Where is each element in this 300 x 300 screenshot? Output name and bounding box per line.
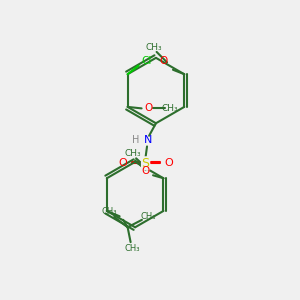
Text: S: S	[142, 157, 149, 170]
Text: H: H	[132, 135, 139, 145]
Text: CH₃: CH₃	[145, 43, 162, 52]
Text: CH₃: CH₃	[125, 149, 141, 158]
Text: CH₃: CH₃	[101, 207, 117, 216]
Text: CH₃: CH₃	[140, 212, 156, 221]
Text: O: O	[164, 158, 173, 168]
Text: O: O	[118, 158, 127, 168]
Text: CH₃: CH₃	[124, 244, 140, 253]
Text: Cl: Cl	[141, 56, 152, 66]
Text: N: N	[144, 135, 152, 145]
Text: O: O	[141, 166, 149, 176]
Text: O: O	[159, 56, 168, 66]
Text: O: O	[144, 103, 153, 113]
Text: CH₃: CH₃	[161, 104, 178, 113]
